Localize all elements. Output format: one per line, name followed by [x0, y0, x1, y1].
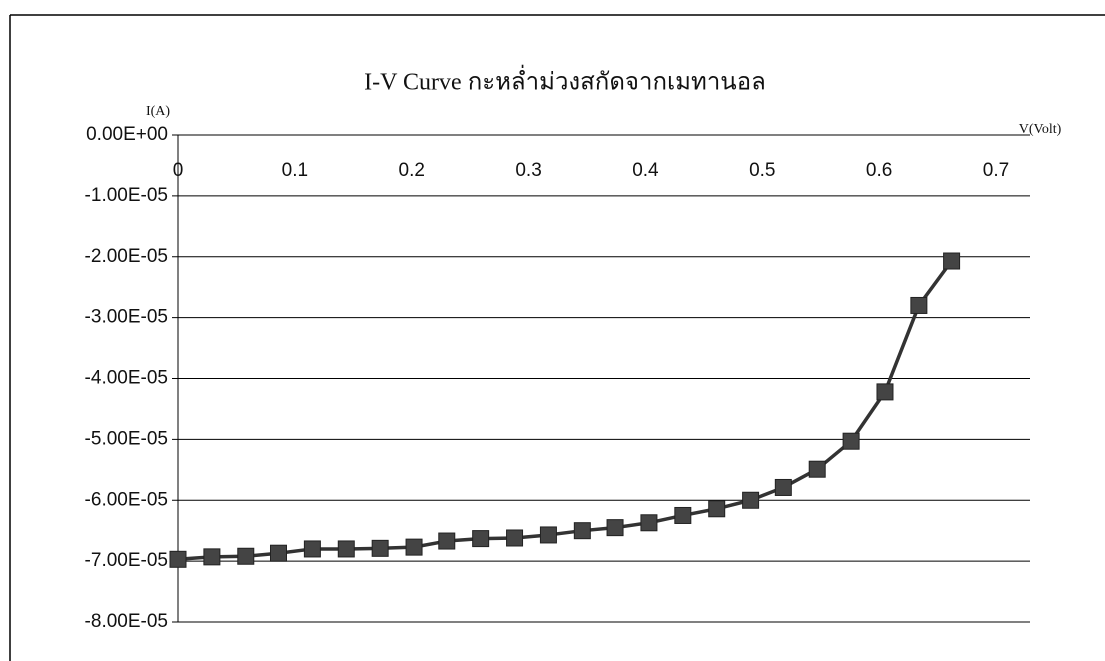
- point-marker: [438, 532, 456, 550]
- point-marker: [269, 544, 287, 562]
- chart-title: I-V Curve กะหล่ำม่วงสกัดจากเมทานอล: [364, 65, 766, 96]
- y-tick-label: -2.00E-05: [85, 246, 168, 267]
- y-tick-label: -5.00E-05: [85, 428, 168, 449]
- y-tick-label: -8.00E-05: [85, 611, 168, 632]
- point-marker: [808, 460, 826, 478]
- point-marker: [910, 296, 928, 314]
- x-tick-label: 0.1: [282, 160, 308, 181]
- x-axis-label: V(Volt): [1019, 122, 1062, 137]
- point-marker: [606, 519, 624, 537]
- x-tick-label: 0.5: [749, 160, 775, 181]
- y-tick-label: -1.00E-05: [85, 185, 168, 206]
- point-marker: [674, 506, 692, 524]
- point-marker: [203, 548, 221, 566]
- point-marker: [405, 538, 423, 556]
- point-marker: [303, 540, 321, 558]
- x-tick-label: 0.3: [515, 160, 541, 181]
- point-marker: [774, 478, 792, 496]
- point-marker: [337, 540, 355, 558]
- point-marker: [742, 491, 760, 509]
- series-line: [177, 259, 954, 562]
- point-marker: [371, 539, 389, 557]
- point-marker: [573, 522, 591, 540]
- y-axis-label: I(A): [146, 104, 170, 119]
- y-tick-label: -3.00E-05: [85, 307, 168, 328]
- y-tick-label: 0.00E+00: [86, 124, 168, 145]
- point-marker: [539, 526, 557, 544]
- y-tick-label: -4.00E-05: [85, 368, 168, 389]
- y-tick-label: -7.00E-05: [85, 550, 168, 571]
- x-tick-label: 0.7: [983, 160, 1009, 181]
- point-marker: [506, 529, 524, 547]
- point-marker: [237, 547, 255, 565]
- x-tick-label: 0.4: [632, 160, 659, 181]
- x-tick-label: 0.6: [866, 160, 892, 181]
- point-marker: [708, 500, 726, 518]
- point-marker: [169, 550, 187, 568]
- point-marker: [842, 432, 860, 450]
- point-marker: [876, 383, 894, 401]
- y-tick-label: -6.00E-05: [85, 489, 168, 510]
- point-marker: [943, 252, 961, 270]
- point-marker: [640, 514, 658, 532]
- x-tick-label: 0.2: [399, 160, 425, 181]
- x-tick-label: 0: [173, 160, 184, 181]
- point-marker: [472, 530, 490, 548]
